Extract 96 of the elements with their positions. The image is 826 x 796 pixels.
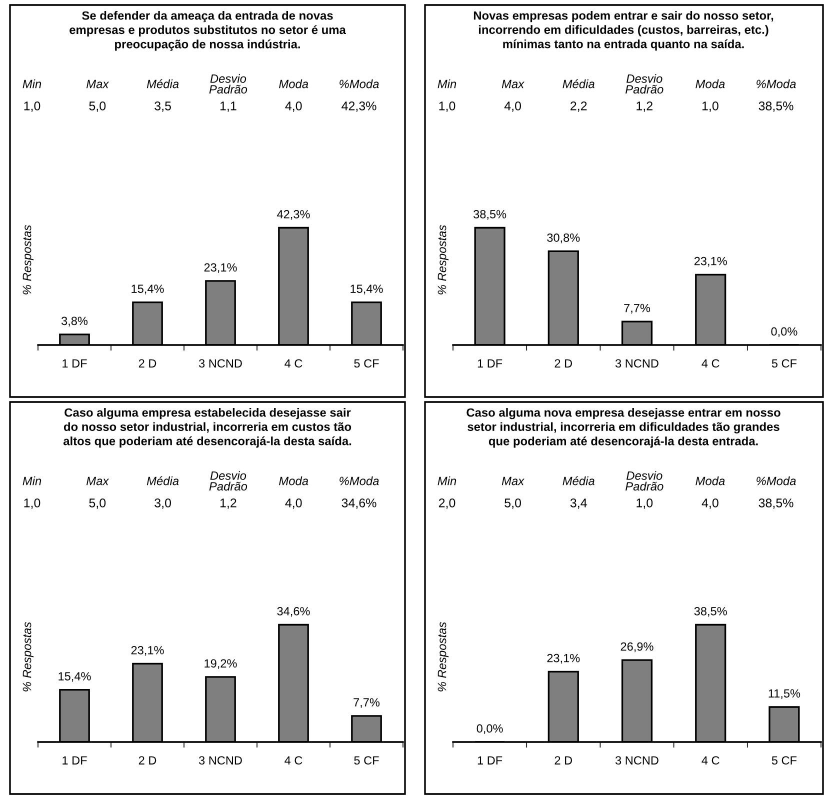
data-label: 23,1%: [694, 256, 727, 267]
text: 1,0: [24, 102, 40, 112]
data-label: 0,0%: [771, 327, 798, 338]
x-tick-label: 2 D: [138, 359, 156, 368]
text: 3,5: [154, 102, 171, 112]
text: Desvio Padrão: [209, 74, 248, 94]
y-axis-title: % Respostas: [22, 622, 34, 692]
y-axis-title: % Respostas: [438, 622, 449, 692]
x-tick-label: 4 C: [702, 756, 720, 765]
text: 1,0: [24, 498, 40, 509]
text: 4,0: [285, 498, 302, 509]
text: 1,2: [636, 102, 652, 112]
text: Moda: [279, 79, 308, 88]
text: Max: [86, 476, 110, 486]
text: 2,2: [570, 102, 587, 112]
chart-title: Caso alguma nova empresa desejasse entrar em nosso setor industrial, incorreria em dificuldades tão grandes que poderiam até desencorajá-la desta entrada.: [466, 408, 780, 448]
data-label: 23,1%: [204, 263, 237, 273]
x-tick-label: 3 NCND: [198, 359, 242, 368]
x-tick-label: 3 NCND: [615, 756, 658, 765]
text: 34,6%: [342, 498, 376, 509]
text: %Moda: [756, 79, 796, 88]
x-tick-label: 5 CF: [354, 756, 379, 765]
text: Moda: [279, 476, 308, 486]
data-label: 26,9%: [620, 642, 654, 652]
data-label: 42,3%: [277, 210, 310, 220]
text: 1,2: [220, 498, 236, 509]
text: Max: [502, 80, 524, 88]
chart-title: Caso alguma empresa estabelecida desejasse sair do nosso setor industrial, incorreria em custos tão altos que poderiam até desencorajá-la desta saída.: [63, 408, 352, 448]
x-tick-label: 5 CF: [772, 359, 797, 368]
data-label: 7,7%: [624, 304, 650, 314]
text: Min: [22, 476, 42, 486]
text: Média: [562, 79, 594, 88]
text: %Moda: [340, 79, 379, 88]
data-label: 34,6%: [277, 607, 310, 617]
chart-title: Se defender da ameaça da entrada de novas empresas e produtos substitutos no setor é uma preocupação de nossa indústria.: [70, 11, 346, 51]
data-label: 15,4%: [58, 672, 91, 682]
text: 38,5%: [758, 498, 794, 509]
text: Moda: [696, 79, 725, 88]
x-tick-label: 5 CF: [354, 359, 379, 368]
text: 38,5%: [758, 102, 794, 112]
x-tick-label: 2 D: [554, 756, 572, 764]
x-tick-label: 1 DF: [478, 359, 502, 368]
y-axis-title: % Respostas: [22, 225, 34, 294]
x-tick-label: 4 C: [284, 756, 302, 765]
data-label: 15,4%: [350, 284, 383, 294]
chart-title: Novas empresas podem entrar e sair do nosso setor, incorrendo em dificuldades (custos, barreiras, etc.) mínimas tanto na entrada quanto na saída.: [474, 11, 774, 51]
data-label: 38,5%: [694, 607, 727, 617]
text: Desvio Padrão: [626, 471, 664, 491]
text: 5,0: [89, 102, 106, 112]
x-tick-label: 3 NCND: [198, 756, 242, 765]
text: 5,0: [504, 498, 521, 509]
data-label: 23,1%: [547, 654, 580, 664]
data-label: 3,8%: [61, 316, 88, 326]
text: Min: [22, 79, 42, 88]
data-label: 15,4%: [132, 284, 164, 294]
text: 4,0: [504, 102, 521, 112]
x-tick-label: 4 C: [284, 359, 302, 368]
text: 42,3%: [342, 102, 376, 112]
x-tick-label: 2 D: [138, 756, 156, 764]
x-tick-label: 2 D: [554, 359, 572, 368]
text: 5,0: [89, 498, 106, 509]
text: Moda: [696, 476, 725, 486]
text: Média: [562, 476, 594, 486]
text: 4,0: [702, 498, 718, 509]
data-label: 0,0%: [476, 724, 503, 734]
data-label: 30,8%: [547, 233, 580, 244]
text: Desvio Padrão: [626, 74, 664, 94]
x-tick-label: 1 DF: [62, 756, 87, 764]
text: Max: [86, 80, 110, 88]
data-label: 23,1%: [131, 646, 164, 656]
text: 4,0: [285, 102, 302, 112]
text: %Moda: [756, 476, 796, 486]
text: Média: [146, 476, 179, 486]
text: Min: [438, 79, 456, 88]
text: Média: [146, 79, 179, 88]
y-axis-title: % Respostas: [438, 225, 449, 294]
text: 1,0: [702, 102, 718, 112]
data-label: 11,5%: [768, 689, 800, 700]
x-tick-label: 5 CF: [772, 756, 797, 765]
x-tick-label: 3 NCND: [615, 359, 658, 368]
x-tick-label: 1 DF: [62, 359, 87, 368]
text: 2,0: [438, 498, 456, 509]
data-label: 7,7%: [354, 698, 380, 708]
x-tick-label: 1 DF: [478, 756, 502, 764]
text: Desvio Padrão: [209, 471, 248, 491]
text: 3,4: [570, 498, 587, 509]
data-label: 19,2%: [204, 659, 237, 669]
text: 1,1: [220, 102, 236, 112]
text: 1,0: [636, 498, 653, 509]
text: 1,0: [439, 102, 456, 112]
text: 3,0: [154, 498, 171, 509]
text: %Moda: [340, 476, 379, 486]
text: Min: [438, 476, 456, 486]
x-tick-label: 4 C: [702, 359, 720, 368]
text: Max: [502, 476, 524, 486]
data-label: 38,5%: [474, 210, 506, 220]
